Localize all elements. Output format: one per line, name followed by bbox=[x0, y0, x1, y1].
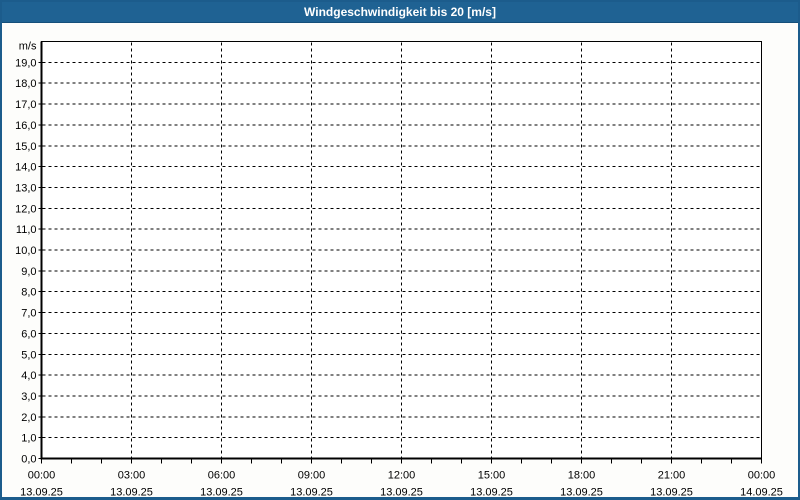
x-axis-time-label: 03:00 bbox=[118, 470, 146, 482]
y-axis-tick-label: 14,0 bbox=[15, 162, 36, 174]
x-axis-date-label: 13.09.25 bbox=[470, 487, 513, 498]
x-axis-time-label: 00:00 bbox=[28, 470, 56, 482]
x-axis-date-label: 13.09.25 bbox=[110, 487, 153, 498]
x-axis-time-label: 15:00 bbox=[478, 470, 506, 482]
x-axis-date-label: 13.09.25 bbox=[560, 487, 603, 498]
x-axis-time-label: 18:00 bbox=[568, 470, 596, 482]
y-axis-tick-label: 8,0 bbox=[21, 287, 36, 299]
y-axis-tick-label: 17,0 bbox=[15, 99, 36, 111]
x-axis-date-label: 13.09.25 bbox=[380, 487, 423, 498]
y-axis-tick-label: 11,0 bbox=[16, 224, 37, 236]
y-axis-tick-label: 18,0 bbox=[15, 78, 36, 90]
y-axis-tick-label: 3,0 bbox=[21, 391, 36, 403]
x-axis-date-label: 13.09.25 bbox=[200, 487, 243, 498]
x-axis-time-label: 00:00 bbox=[748, 470, 776, 482]
x-axis-time-label: 06:00 bbox=[208, 470, 236, 482]
x-axis-time-label: 09:00 bbox=[298, 470, 326, 482]
y-axis-tick-label: 15,0 bbox=[15, 141, 36, 153]
y-axis-unit-label: m/s bbox=[19, 41, 37, 53]
chart-title: Windgeschwindigkeit bis 20 [m/s] bbox=[2, 2, 798, 23]
y-axis-tick-label: 10,0 bbox=[15, 245, 36, 257]
y-axis-tick-label: 16,0 bbox=[15, 120, 36, 132]
x-axis-date-label: 13.09.25 bbox=[20, 487, 63, 498]
x-axis-date-label: 13.09.25 bbox=[290, 487, 333, 498]
y-axis-tick-label: 4,0 bbox=[21, 370, 36, 382]
y-axis-tick-label: 13,0 bbox=[15, 182, 36, 194]
x-axis-date-label: 14.09.25 bbox=[740, 487, 783, 498]
y-axis-tick-label: 19,0 bbox=[15, 57, 36, 69]
y-axis-tick-label: 7,0 bbox=[21, 308, 36, 320]
y-axis-tick-label: 6,0 bbox=[21, 328, 36, 340]
x-axis-date-label: 13.09.25 bbox=[650, 487, 693, 498]
y-axis-tick-label: 0,0 bbox=[21, 454, 36, 466]
y-axis-tick-label: 2,0 bbox=[21, 412, 36, 424]
y-axis-tick-label: 9,0 bbox=[21, 266, 36, 278]
y-axis-tick-label: 5,0 bbox=[21, 349, 36, 361]
x-axis-time-label: 21:00 bbox=[658, 470, 686, 482]
x-axis-time-label: 12:00 bbox=[388, 470, 416, 482]
y-axis-tick-label: 1,0 bbox=[21, 433, 36, 445]
y-axis-tick-label: 12,0 bbox=[15, 203, 36, 215]
